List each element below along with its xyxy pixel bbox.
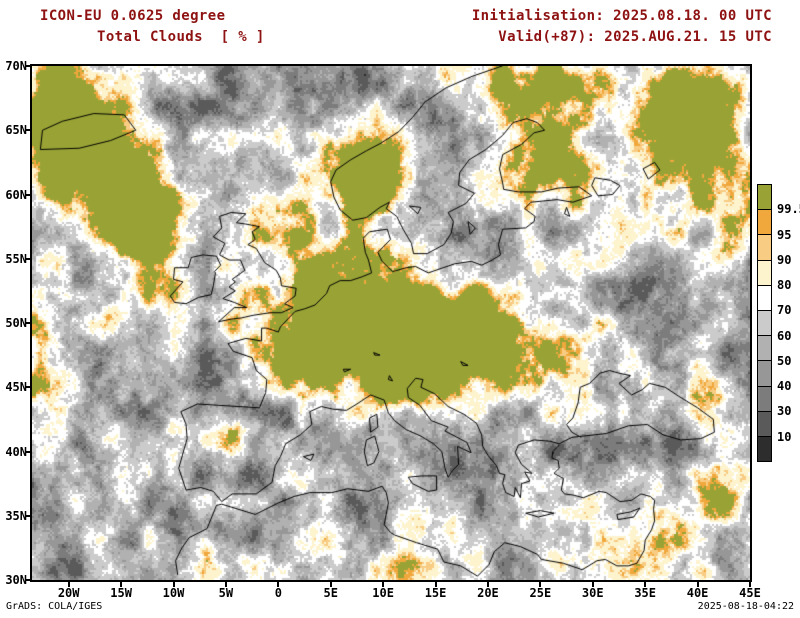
y-axis-label: 35N [5, 508, 27, 523]
x-axis-label: 45E [739, 586, 761, 600]
colorbar-segment [757, 209, 772, 236]
x-axis-tick [277, 582, 280, 587]
x-axis-tick [486, 582, 489, 587]
x-axis-tick [120, 582, 123, 587]
y-axis-tick [25, 65, 30, 67]
valid-time: Valid(+87): 2025.AUG.21. 15 UTC [498, 29, 772, 45]
y-axis-label: 70N [5, 59, 27, 73]
colorbar-segment [757, 184, 772, 211]
colorbar-label: 70 [777, 303, 792, 318]
x-axis-tick [539, 582, 542, 587]
creation-timestamp: 2025-08-18-04:22 [697, 601, 794, 612]
x-axis-tick [329, 582, 332, 587]
colorbar-label: 90 [777, 252, 792, 267]
colorbar-label: 10 [777, 429, 792, 444]
variable-title: Total Clouds [ % ] [97, 29, 265, 45]
y-axis-tick [25, 579, 30, 581]
x-axis-tick [749, 582, 751, 587]
colorbar [757, 184, 772, 463]
x-axis-label: 30E [581, 586, 604, 600]
map-frame [30, 64, 752, 582]
x-axis-label: 10W [162, 586, 185, 600]
colorbar-label: 80 [777, 278, 792, 293]
y-axis-tick [25, 450, 30, 453]
y-axis-tick [25, 257, 30, 260]
x-axis-label: 25E [529, 586, 552, 600]
x-axis-label: 40E [686, 586, 709, 600]
y-axis-tick [25, 386, 30, 389]
colorbar-label: 95 [777, 227, 792, 242]
colorbar-segment [757, 309, 772, 337]
colorbar-label: 99.5 [777, 202, 800, 217]
initialisation-time: Initialisation: 2025.08.18. 00 UTC [471, 8, 772, 24]
y-axis-tick [25, 514, 30, 517]
grads-credit: GrADS: COLA/IGES [6, 601, 103, 612]
y-axis-label: 65N [5, 123, 27, 138]
colorbar-segment [757, 410, 772, 437]
x-axis-tick [224, 582, 227, 587]
y-axis-label: 30N [5, 573, 27, 587]
colorbar-segment [757, 234, 772, 261]
colorbar-label: 50 [777, 353, 792, 368]
x-axis-label: 10E [372, 586, 394, 600]
x-axis-label: 35E [634, 586, 657, 600]
colorbar-segment [757, 284, 772, 311]
x-axis-label: 20E [477, 586, 499, 600]
x-axis-tick [67, 582, 70, 587]
model-title: ICON-EU 0.0625 degree [40, 8, 226, 24]
x-axis-tick [644, 582, 647, 587]
x-axis-tick [434, 582, 437, 587]
y-axis-tick [25, 322, 30, 324]
colorbar-segment [757, 435, 772, 463]
cloud-field-canvas [32, 66, 750, 580]
y-axis-tick [25, 129, 30, 132]
colorbar-label: 30 [777, 404, 792, 419]
x-axis-tick [696, 582, 699, 587]
colorbar-segment [757, 335, 772, 362]
colorbar-segment [757, 360, 772, 387]
colorbar-label: 40 [777, 379, 792, 394]
y-axis-label: 40N [5, 444, 27, 459]
colorbar-segment [757, 385, 772, 412]
x-axis-label: 20W [57, 586, 80, 600]
x-axis-tick [591, 582, 594, 587]
x-axis-label: 5E [323, 586, 338, 600]
colorbar-label: 60 [777, 328, 792, 343]
x-axis-label: 0 [274, 586, 282, 600]
y-axis-label: 60N [5, 187, 27, 202]
colorbar-segment [757, 259, 772, 286]
y-axis-label: 55N [5, 251, 27, 266]
y-axis-tick [25, 193, 30, 196]
x-axis-tick [382, 582, 385, 587]
y-axis-label: 45N [5, 380, 27, 395]
x-axis-label: 15W [110, 586, 132, 600]
x-axis-label: 15E [424, 586, 447, 600]
x-axis-label: 5W [218, 586, 234, 600]
x-axis-tick [172, 582, 175, 587]
y-axis-label: 50N [5, 316, 27, 330]
